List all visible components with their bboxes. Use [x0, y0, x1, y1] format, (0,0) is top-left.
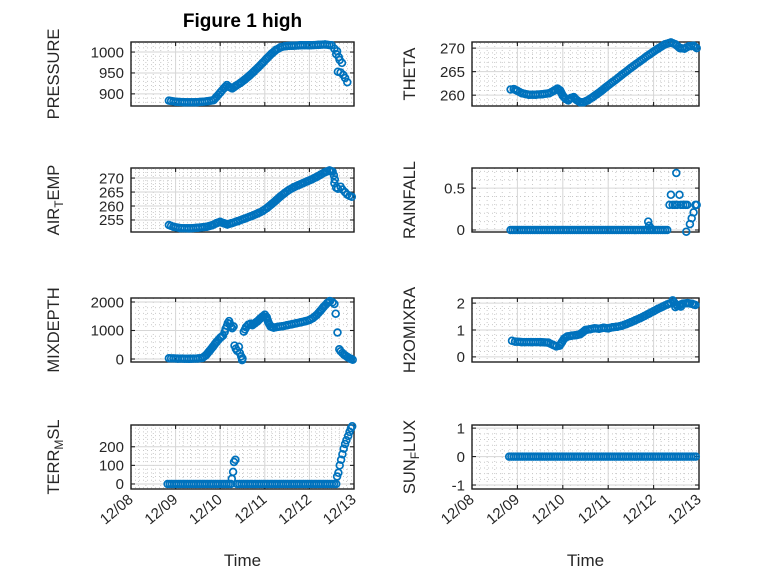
subplot-sun_flux: -1 0 1 SUNFLUX 12/08 12/09 12/10 12/11 12/12 12/1…: [401, 420, 705, 528]
y-tick-label: 0.5: [444, 180, 465, 197]
y-tick-label: 950: [99, 65, 124, 82]
y-axis-label-mixdepth: MIXDEPTH: [45, 287, 63, 372]
y-tick-label: 0: [116, 351, 124, 368]
y-tick-label: 265: [440, 64, 465, 81]
y-tick-label: 255: [99, 212, 124, 229]
subplot-pressure: 900 950 1000 PRESSURE: [45, 29, 355, 120]
major-grid: [131, 168, 354, 232]
major-grid: [131, 42, 354, 106]
axes-area: 0 0.5 RAINFALL: [401, 161, 701, 239]
y-tick-label: -1: [452, 477, 465, 494]
axes-area: -1 0 1 SUNFLUX 12/08 12/09 12/10 12/11 12/12 12/1…: [401, 420, 705, 528]
subplot-h2omixra: 0 1 2 H2OMIXRA: [401, 287, 700, 373]
minor-grid: [472, 42, 699, 106]
subplot-theta: 260 265 270 THETA: [401, 38, 701, 107]
x-axis-label-right: Time: [566, 551, 605, 570]
axes-area: 260 265 270 THETA: [401, 38, 701, 107]
y-axis-label-air_temp: AIRTEMP: [45, 165, 66, 236]
y-tick-label: 2000: [91, 294, 124, 311]
tick-marks: [471, 425, 700, 489]
x-tick-label: 12/10: [529, 491, 569, 528]
tick-marks: [130, 298, 355, 362]
y-tick-label: 265: [99, 184, 124, 201]
y-tick-label: 0: [457, 349, 465, 366]
y-axis-label-h2omixra: H2OMIXRA: [401, 287, 419, 373]
axes-area: 0 1 2 H2OMIXRA: [401, 287, 700, 373]
y-tick-label: 2: [457, 295, 465, 312]
subplot-mixdepth: 0 1000 2000 MIXDEPTH: [45, 287, 357, 373]
x-tick-label: 12/09: [483, 491, 523, 528]
y-axis-label-rainfall: RAINFALL: [401, 161, 419, 239]
data-markers: [504, 452, 701, 461]
data-markers: [163, 422, 357, 489]
y-tick-label: 1000: [91, 323, 124, 340]
y-tick-label: 1: [457, 420, 465, 437]
y-axis-label-pressure: PRESSURE: [45, 29, 63, 120]
y-tick-label: 0: [457, 222, 465, 239]
x-tick-label: 12/11: [575, 491, 614, 527]
y-axis-label-sun_flux: SUNFLUX: [401, 420, 422, 494]
y-tick-label: 100: [99, 458, 124, 475]
axes-box: [130, 424, 355, 490]
minor-grid: [131, 425, 354, 489]
y-tick-label: 1: [457, 322, 465, 339]
x-tick-label: 12/08: [97, 491, 137, 528]
axes-area: 0 1000 2000 MIXDEPTH: [45, 287, 357, 373]
y-tick-label: 1000: [91, 44, 124, 61]
data-markers: [506, 38, 701, 107]
y-tick-label: 900: [99, 86, 124, 103]
x-tick-label: 12/10: [186, 491, 226, 528]
y-tick-label: 260: [440, 87, 465, 104]
x-tick-label: 12/13: [320, 491, 360, 528]
y-tick-label: 260: [99, 198, 124, 215]
minor-grid: [472, 168, 699, 232]
data-markers: [164, 296, 357, 365]
x-tick-label: 12/13: [665, 491, 705, 528]
x-tick-label: 12/12: [619, 491, 659, 528]
axes-area: 900 950 1000 PRESSURE: [45, 29, 355, 120]
x-tick-label: 12/09: [141, 491, 181, 528]
minor-grid: [131, 168, 354, 232]
data-markers: [507, 296, 700, 351]
x-axis-label-left: Time: [223, 551, 262, 570]
data-markers: [506, 168, 701, 236]
y-axis-label-theta: THETA: [401, 48, 419, 101]
figure-title: Figure 1 high: [182, 11, 303, 32]
y-tick-label: 0: [457, 449, 465, 466]
y-axis-label-terr_msl: TERRMSL: [45, 419, 66, 494]
x-tick-label: 12/11: [232, 491, 271, 527]
subplot-rainfall: 0 0.5 RAINFALL: [401, 161, 701, 239]
x-tick-label: 12/08: [438, 491, 478, 528]
axes-box: [130, 41, 355, 107]
y-tick-label: 0: [116, 476, 124, 493]
y-tick-label: 200: [99, 439, 124, 456]
x-tick-label: 12/12: [275, 491, 315, 528]
y-tick-label: 270: [440, 40, 465, 57]
tick-marks: [130, 42, 355, 106]
y-tick-label: 270: [99, 170, 124, 187]
data-markers: [164, 166, 357, 233]
data-markers: [164, 40, 352, 107]
